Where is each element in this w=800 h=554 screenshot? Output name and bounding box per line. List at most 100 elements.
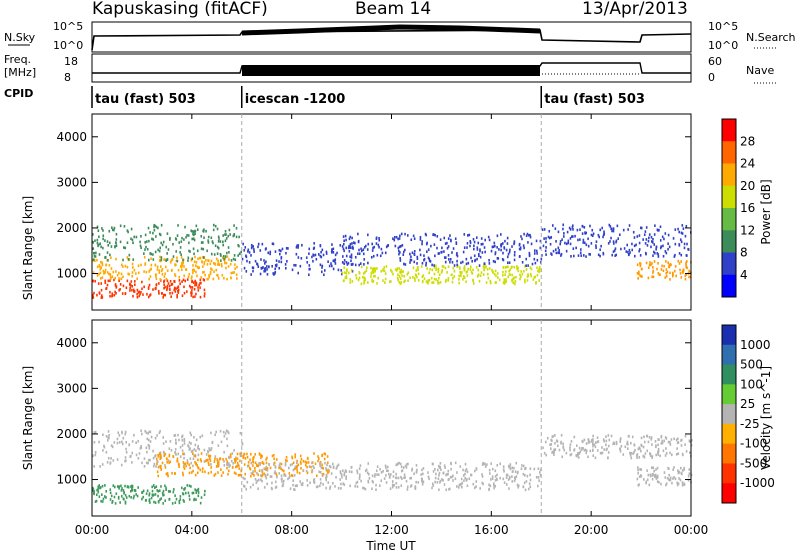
scatter-point	[149, 252, 151, 255]
scatter-point	[411, 467, 414, 471]
scatter-point	[155, 465, 157, 468]
scatter-point	[269, 250, 272, 254]
scatter-point	[466, 246, 468, 249]
scatter-point	[642, 454, 645, 458]
scatter-point	[330, 472, 333, 475]
scatter-point	[496, 464, 499, 467]
scatter-point	[121, 442, 124, 446]
scatter-point	[196, 464, 199, 467]
scatter-point	[192, 491, 195, 495]
scatter-point	[212, 228, 215, 232]
scatter-point	[319, 484, 321, 488]
scatter-point	[523, 270, 525, 273]
scatter-point	[314, 253, 317, 257]
scatter-point	[313, 242, 315, 245]
scatter-point	[441, 246, 443, 250]
scatter-point	[207, 277, 209, 281]
scatter-point	[410, 255, 412, 259]
scatter-point	[273, 461, 276, 465]
scatter-point	[461, 485, 463, 489]
scatter-point	[680, 438, 683, 442]
scatter-point	[194, 473, 197, 477]
scatter-point	[650, 436, 653, 439]
scatter-point	[127, 230, 129, 234]
scatter-point	[141, 491, 144, 494]
scatter-point	[102, 449, 104, 452]
scatter-point	[164, 484, 166, 488]
scatter-point	[379, 484, 381, 488]
scatter-point	[252, 460, 255, 464]
scatter-point	[580, 254, 583, 257]
scatter-point	[210, 448, 212, 451]
scatter-point	[385, 469, 388, 473]
scatter-point	[525, 257, 528, 261]
scatter-point	[153, 223, 156, 227]
scatter-point	[136, 292, 138, 296]
scatter-point	[622, 453, 625, 456]
scatter-point	[192, 469, 194, 473]
scatter-point	[332, 247, 335, 251]
scatter-point	[113, 278, 115, 282]
scatter-point	[443, 236, 446, 240]
scatter-point	[107, 279, 110, 283]
scatter-point	[598, 235, 601, 239]
scatter-point	[124, 430, 127, 434]
scatter-point	[367, 462, 370, 465]
scatter-point	[143, 252, 145, 255]
scatter-point	[685, 261, 687, 265]
scatter-point	[463, 479, 465, 482]
scatter-point	[336, 251, 338, 255]
scatter-point	[161, 461, 164, 465]
scatter-point	[117, 431, 120, 435]
scatter-point	[341, 245, 344, 248]
scatter-point	[460, 261, 462, 265]
scatter-point	[519, 247, 522, 251]
scatter-point	[136, 288, 139, 292]
scatter-point	[619, 233, 621, 237]
scatter-point	[530, 274, 533, 278]
scatter-point	[252, 269, 254, 273]
scatter-point	[234, 461, 236, 464]
scatter-point	[688, 439, 691, 443]
scatter-point	[142, 489, 145, 493]
scatter-point	[97, 229, 100, 232]
scatter-point	[300, 483, 303, 486]
beam-label: Beam 14	[355, 0, 431, 19]
scatter-point	[362, 275, 364, 279]
scatter-point	[111, 445, 114, 449]
scatter-point	[375, 483, 377, 487]
scatter-point	[496, 257, 499, 260]
scatter-point	[649, 454, 652, 457]
scatter-point	[203, 236, 205, 240]
scatter-point	[280, 260, 283, 264]
scatter-point	[559, 240, 562, 243]
scatter-point	[207, 241, 210, 244]
scatter-point	[322, 483, 324, 486]
scatter-point	[144, 499, 147, 502]
scatter-point	[147, 295, 150, 299]
scatter-point	[659, 225, 662, 229]
scatter-point	[447, 237, 450, 240]
scatter-point	[652, 254, 654, 257]
scatter-point	[664, 250, 667, 253]
scatter-point	[376, 473, 378, 476]
scatter-point	[312, 253, 315, 257]
scatter-point	[107, 259, 109, 262]
scatter-point	[325, 252, 328, 255]
scatter-point	[224, 255, 227, 258]
scatter-point	[155, 235, 157, 238]
scatter-point	[358, 252, 361, 256]
scatter-point	[135, 493, 137, 496]
scatter-point	[160, 223, 163, 227]
scatter-point	[170, 259, 173, 263]
scatter-point	[121, 292, 124, 295]
scatter-point	[654, 475, 656, 479]
scatter-point	[681, 481, 684, 484]
scatter-point	[191, 229, 193, 233]
scatter-point	[178, 465, 180, 469]
scatter-point	[266, 469, 269, 472]
scatter-point	[166, 258, 169, 261]
scatter-point	[270, 475, 273, 478]
scatter-point	[130, 489, 132, 493]
scatter-point	[168, 497, 171, 501]
